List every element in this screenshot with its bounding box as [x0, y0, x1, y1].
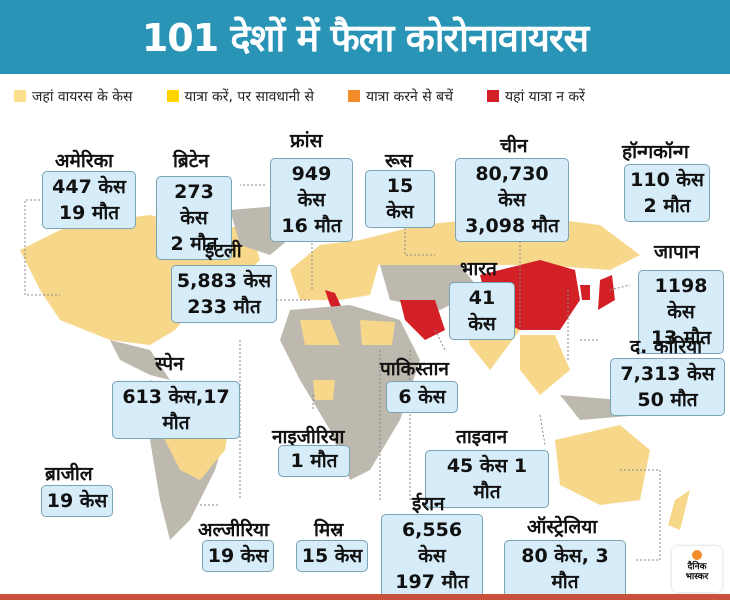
hongkong-deaths: 2 मौत — [643, 195, 691, 217]
box-taiwan: 45 केस 1 मौत — [425, 450, 549, 508]
pakistan-cases: 6 केस — [398, 386, 446, 408]
label-india: भारत — [460, 258, 497, 280]
legend: जहां वायरस के केस यात्रा करें, पर सावधान… — [0, 80, 730, 112]
label-iran: ईरान — [412, 493, 445, 515]
box-italy: 5,883 केस 233 मौत — [171, 265, 277, 323]
label-uk: ब्रिटेन — [173, 150, 209, 172]
box-algeria: 19 केस — [202, 540, 274, 572]
box-pakistan: 6 केस — [386, 381, 458, 413]
skorea-cases: 7,313 केस — [620, 363, 715, 385]
china-cases: 80,730 केस — [475, 163, 549, 211]
hongkong-cases: 110 केस — [630, 169, 704, 191]
taiwan-cases-deaths: 45 केस 1 मौत — [446, 455, 528, 503]
nigeria-shape — [313, 380, 335, 400]
japan-deaths: 13 मौत — [650, 327, 712, 349]
label-italy: इटली — [205, 240, 242, 262]
box-russia: 15 केस — [365, 170, 435, 228]
label-france: फ्रांस — [290, 130, 323, 152]
algeria-cases: 19 केस — [207, 545, 269, 567]
box-egypt: 15 केस — [296, 540, 368, 572]
india-cases: 41 केस — [468, 287, 496, 335]
box-iran: 6,556 केस 197 मौत — [381, 514, 483, 598]
label-nigeria: नाइजीरिया — [272, 426, 345, 448]
legend-label: यहां यात्रा न करें — [505, 88, 585, 105]
box-nigeria: 1 मौत — [278, 445, 350, 477]
france-deaths: 16 मौत — [281, 215, 342, 237]
legend-item-no-travel: यहां यात्रा न करें — [487, 87, 585, 106]
dainik-bhaskar-logo: दैनिक भास्कर — [672, 546, 722, 592]
box-uk: 273 केस 2 मौत — [156, 176, 232, 260]
label-brazil: ब्राजील — [45, 463, 93, 485]
label-russia: रूस — [385, 150, 413, 172]
brazil-cases: 19 केस — [46, 490, 108, 512]
italy-cases: 5,883 केस — [176, 270, 272, 292]
iran-deaths: 197 मौत — [395, 571, 469, 593]
iran-shape — [400, 300, 445, 340]
box-japan: 1198 केस 13 मौत — [638, 270, 724, 354]
box-australia: 80 केस, 3 मौत — [504, 540, 626, 598]
box-france: 949 केस 16 मौत — [270, 158, 353, 242]
label-algeria: अल्जीरिया — [198, 519, 269, 541]
legend-label: यात्रा करें, पर सावधानी से — [184, 88, 314, 105]
uk-cases: 273 केस — [174, 181, 214, 229]
box-spain: 613 केस,17 मौत — [112, 381, 240, 439]
label-skorea: द. कोरिया — [630, 336, 703, 358]
label-japan: जापान — [654, 241, 700, 263]
label-taiwan: ताइवान — [456, 426, 508, 448]
legend-label: यात्रा करने से बचें — [365, 88, 454, 105]
bottom-bar — [0, 594, 730, 600]
australia-cases-deaths: 80 केस, 3 मौत — [521, 545, 609, 593]
france-cases: 949 केस — [291, 163, 332, 211]
egypt-shape — [360, 320, 395, 345]
uk-deaths: 2 मौत — [170, 233, 218, 255]
sun-icon — [692, 550, 702, 560]
page-title: 101 देशों में फैला कोरोनावायरस — [141, 16, 589, 60]
iran-cases: 6,556 केस — [401, 519, 463, 567]
box-hongkong: 110 केस 2 मौत — [624, 164, 710, 222]
skorea-deaths: 50 मौत — [637, 389, 698, 411]
legend-swatch-icon — [347, 90, 360, 102]
legend-label: जहां वायरस के केस — [32, 88, 133, 105]
label-usa: अमेरिका — [55, 150, 114, 172]
russia-cases: 15 केस — [386, 175, 414, 223]
japan-cases: 1198 केस — [654, 275, 708, 323]
usa-deaths: 19 मौत — [58, 202, 120, 224]
legend-swatch-icon — [166, 90, 179, 102]
label-china: चीन — [500, 135, 528, 157]
legend-swatch-icon — [487, 90, 500, 102]
box-skorea: 7,313 केस 50 मौत — [610, 358, 725, 416]
logo-line2: भास्कर — [685, 572, 709, 582]
label-spain: स्पेन — [155, 353, 184, 375]
legend-item-affected: जहां वायरस के केस — [14, 87, 133, 106]
title-banner: 101 देशों में फैला कोरोनावायरस — [0, 0, 730, 74]
spain-cases-deaths: 613 केस,17 मौत — [122, 386, 230, 434]
box-usa: 447 केस 19 मौत — [42, 171, 136, 229]
label-pakistan: पाकिस्तान — [380, 358, 449, 380]
nigeria-deaths: 1 मौत — [290, 450, 338, 472]
box-brazil: 19 केस — [41, 485, 113, 517]
legend-swatch-icon — [14, 90, 26, 102]
egypt-cases: 15 केस — [301, 545, 363, 567]
logo-line1: दैनिक — [687, 562, 707, 572]
usa-cases: 447 केस — [52, 176, 126, 198]
label-egypt: मिस्र — [314, 519, 344, 541]
box-india: 41 केस — [449, 282, 515, 340]
legend-item-avoid: यात्रा करने से बचें — [347, 87, 454, 106]
china-deaths: 3,098 मौत — [465, 215, 559, 237]
legend-item-caution: यात्रा करें, पर सावधानी से — [166, 87, 314, 106]
label-australia: ऑस्ट्रेलिया — [527, 516, 598, 538]
italy-deaths: 233 मौत — [187, 296, 261, 318]
box-china: 80,730 केस 3,098 मौत — [455, 158, 569, 242]
label-hongkong: हॉन्गकॉन्ग — [622, 141, 689, 163]
australia-shape — [555, 425, 650, 505]
japan-shape — [598, 275, 615, 310]
algeria-shape — [300, 320, 340, 345]
